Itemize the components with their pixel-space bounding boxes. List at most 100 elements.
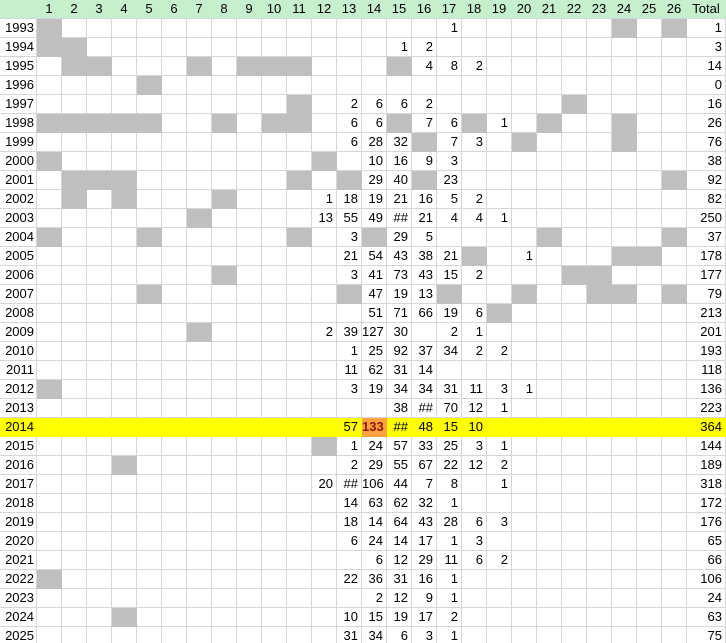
cell-2014-17[interactable]: 15 bbox=[437, 418, 462, 437]
cell-1996-25[interactable] bbox=[637, 76, 662, 95]
cell-2021-15[interactable]: 12 bbox=[387, 551, 412, 570]
cell-2002-18[interactable]: 2 bbox=[462, 190, 487, 209]
column-header-16[interactable]: 16 bbox=[412, 0, 437, 19]
cell-2003-21[interactable] bbox=[537, 209, 562, 228]
cell-1995-18[interactable]: 2 bbox=[462, 57, 487, 76]
cell-1999-20[interactable] bbox=[512, 133, 537, 152]
cell-2023-18[interactable] bbox=[462, 589, 487, 608]
cell-2013-16[interactable]: ## bbox=[412, 399, 437, 418]
cell-2016-23[interactable] bbox=[587, 456, 612, 475]
cell-2018-17[interactable]: 1 bbox=[437, 494, 462, 513]
cell-2001-9[interactable] bbox=[237, 171, 262, 190]
cell-2001-3[interactable] bbox=[87, 171, 112, 190]
cell-1995-17[interactable]: 8 bbox=[437, 57, 462, 76]
cell-1995-4[interactable] bbox=[112, 57, 137, 76]
cell-2001-25[interactable] bbox=[637, 171, 662, 190]
cell-2022-20[interactable] bbox=[512, 570, 537, 589]
cell-2011-11[interactable] bbox=[287, 361, 312, 380]
cell-2002-6[interactable] bbox=[162, 190, 187, 209]
cell-2013-12[interactable] bbox=[312, 399, 337, 418]
cell-2021-13[interactable] bbox=[337, 551, 362, 570]
total-1996[interactable]: 0 bbox=[687, 76, 726, 95]
cell-2024-24[interactable] bbox=[612, 608, 637, 627]
cell-2020-21[interactable] bbox=[537, 532, 562, 551]
cell-2005-7[interactable] bbox=[187, 247, 212, 266]
cell-2008-23[interactable] bbox=[587, 304, 612, 323]
cell-2007-5[interactable] bbox=[137, 285, 162, 304]
cell-2020-26[interactable] bbox=[662, 532, 687, 551]
cell-1995-14[interactable] bbox=[362, 57, 387, 76]
row-label-2002[interactable]: 2002 bbox=[0, 190, 37, 209]
cell-2007-9[interactable] bbox=[237, 285, 262, 304]
cell-2024-26[interactable] bbox=[662, 608, 687, 627]
cell-2024-8[interactable] bbox=[212, 608, 237, 627]
cell-1996-13[interactable] bbox=[337, 76, 362, 95]
column-header-13[interactable]: 13 bbox=[337, 0, 362, 19]
cell-2002-2[interactable] bbox=[62, 190, 87, 209]
column-header-17[interactable]: 17 bbox=[437, 0, 462, 19]
cell-2001-8[interactable] bbox=[212, 171, 237, 190]
cell-2004-19[interactable] bbox=[487, 228, 512, 247]
cell-1999-8[interactable] bbox=[212, 133, 237, 152]
cell-2014-6[interactable] bbox=[162, 418, 187, 437]
cell-2019-19[interactable]: 3 bbox=[487, 513, 512, 532]
cell-1993-17[interactable]: 1 bbox=[437, 19, 462, 38]
cell-2007-4[interactable] bbox=[112, 285, 137, 304]
cell-2000-13[interactable] bbox=[337, 152, 362, 171]
cell-2010-25[interactable] bbox=[637, 342, 662, 361]
total-2015[interactable]: 144 bbox=[687, 437, 726, 456]
cell-2007-6[interactable] bbox=[162, 285, 187, 304]
cell-2012-19[interactable]: 3 bbox=[487, 380, 512, 399]
cell-2010-13[interactable]: 1 bbox=[337, 342, 362, 361]
cell-1996-6[interactable] bbox=[162, 76, 187, 95]
cell-2005-14[interactable]: 54 bbox=[362, 247, 387, 266]
cell-2020-3[interactable] bbox=[87, 532, 112, 551]
cell-2003-15[interactable]: ## bbox=[387, 209, 412, 228]
cell-2021-1[interactable] bbox=[37, 551, 62, 570]
cell-2010-16[interactable]: 37 bbox=[412, 342, 437, 361]
cell-2007-1[interactable] bbox=[37, 285, 62, 304]
column-header-21[interactable]: 21 bbox=[537, 0, 562, 19]
column-header-26[interactable]: 26 bbox=[662, 0, 687, 19]
cell-1995-2[interactable] bbox=[62, 57, 87, 76]
cell-2017-2[interactable] bbox=[62, 475, 87, 494]
column-header-8[interactable]: 8 bbox=[212, 0, 237, 19]
cell-2021-7[interactable] bbox=[187, 551, 212, 570]
cell-2011-7[interactable] bbox=[187, 361, 212, 380]
cell-2016-20[interactable] bbox=[512, 456, 537, 475]
cell-2015-2[interactable] bbox=[62, 437, 87, 456]
cell-2012-5[interactable] bbox=[137, 380, 162, 399]
cell-1999-6[interactable] bbox=[162, 133, 187, 152]
cell-2006-23[interactable] bbox=[587, 266, 612, 285]
cell-2005-22[interactable] bbox=[562, 247, 587, 266]
cell-2022-23[interactable] bbox=[587, 570, 612, 589]
cell-2023-12[interactable] bbox=[312, 589, 337, 608]
cell-2020-18[interactable]: 3 bbox=[462, 532, 487, 551]
cell-2005-1[interactable] bbox=[37, 247, 62, 266]
cell-2023-10[interactable] bbox=[262, 589, 287, 608]
cell-2012-7[interactable] bbox=[187, 380, 212, 399]
cell-2000-1[interactable] bbox=[37, 152, 62, 171]
cell-2001-24[interactable] bbox=[612, 171, 637, 190]
cell-2015-10[interactable] bbox=[262, 437, 287, 456]
cell-1995-13[interactable] bbox=[337, 57, 362, 76]
cell-2000-14[interactable]: 10 bbox=[362, 152, 387, 171]
cell-2010-6[interactable] bbox=[162, 342, 187, 361]
cell-2001-16[interactable] bbox=[412, 171, 437, 190]
cell-2014-25[interactable] bbox=[637, 418, 662, 437]
cell-2015-16[interactable]: 33 bbox=[412, 437, 437, 456]
cell-2016-11[interactable] bbox=[287, 456, 312, 475]
cell-2011-15[interactable]: 31 bbox=[387, 361, 412, 380]
cell-1995-21[interactable] bbox=[537, 57, 562, 76]
cell-2021-20[interactable] bbox=[512, 551, 537, 570]
column-header-3[interactable]: 3 bbox=[87, 0, 112, 19]
cell-1996-2[interactable] bbox=[62, 76, 87, 95]
cell-2006-9[interactable] bbox=[237, 266, 262, 285]
cell-2010-20[interactable] bbox=[512, 342, 537, 361]
cell-2017-8[interactable] bbox=[212, 475, 237, 494]
cell-2022-14[interactable]: 36 bbox=[362, 570, 387, 589]
total-2002[interactable]: 82 bbox=[687, 190, 726, 209]
cell-2006-13[interactable]: 3 bbox=[337, 266, 362, 285]
cell-1996-5[interactable] bbox=[137, 76, 162, 95]
cell-2000-25[interactable] bbox=[637, 152, 662, 171]
